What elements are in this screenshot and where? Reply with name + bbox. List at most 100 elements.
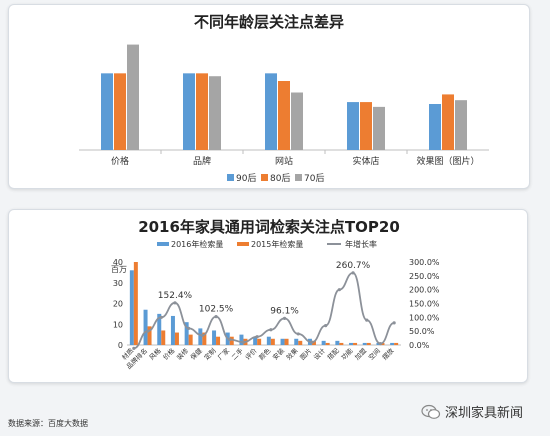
bar [129, 270, 134, 345]
growth-point [173, 301, 177, 305]
x-tick-label: 空间 [366, 346, 382, 362]
search-chart-card: 2016年家具通用词检索关注点TOP20 2016年检索量 2015年检索量 年增长率… [8, 209, 528, 383]
bar [349, 342, 354, 345]
bar [209, 76, 221, 150]
growth-point [214, 315, 218, 319]
x-tick-label: 品牌 [193, 155, 211, 167]
bar [455, 100, 467, 150]
wechat-icon [421, 404, 441, 419]
growth-point [351, 271, 355, 275]
bar [266, 336, 271, 345]
legend-label: 70后 [304, 173, 324, 184]
bar [202, 332, 207, 345]
growth-point [132, 346, 136, 350]
bar [339, 342, 344, 345]
legend-label: 90后 [236, 173, 256, 184]
bar [429, 104, 441, 150]
bar [347, 102, 359, 150]
bar [170, 315, 175, 345]
x-tick-label: 安装 [270, 346, 286, 362]
growth-point [337, 288, 341, 292]
growth-annotation: 96.1% [270, 306, 299, 316]
bar [394, 342, 399, 345]
bar [196, 73, 208, 150]
legend-label: 2015年检索量 [251, 239, 303, 249]
y-tick-label: 0 [118, 341, 123, 350]
y2-tick-label: 150.0% [409, 300, 440, 309]
x-tick-label: 搭配 [325, 346, 341, 362]
x-tick-label: 保健 [188, 346, 204, 362]
y2-tick-label: 50.0% [409, 327, 435, 336]
bar [298, 340, 303, 345]
bar [161, 330, 166, 345]
growth-point [269, 328, 273, 332]
bar [133, 262, 138, 345]
bar [284, 338, 289, 345]
x-tick-label: 加盟 [353, 346, 369, 362]
bar [265, 73, 277, 150]
bar [325, 342, 330, 345]
legend-swatch [157, 242, 169, 246]
growth-point [392, 321, 396, 325]
x-tick-label: 摆放 [380, 346, 396, 362]
x-tick-label: 颜色 [257, 346, 273, 362]
growth-annotation: 260.7% [336, 261, 371, 271]
x-tick-label: 效果 [284, 346, 300, 362]
bar [114, 73, 126, 150]
bar [442, 94, 454, 150]
x-tick-label: 网站 [275, 155, 293, 167]
x-tick-label: 价格 [161, 346, 177, 362]
bar [353, 342, 358, 345]
bar [360, 102, 372, 150]
growth-point [365, 318, 369, 322]
legend-label: 年增长率 [345, 239, 377, 249]
bar [373, 106, 385, 150]
bar [143, 309, 148, 345]
bar [183, 73, 195, 150]
growth-point [159, 315, 163, 319]
growth-point [241, 340, 246, 344]
growth-point [324, 324, 328, 328]
data-source-text: 数据来源：百度大数据 [8, 419, 88, 428]
y-tick-label: 40 [113, 258, 123, 267]
x-tick-label: 风格 [147, 346, 163, 362]
y2-tick-label: 250.0% [409, 272, 440, 281]
growth-point [200, 333, 204, 337]
growth-point [296, 332, 300, 336]
x-tick-label: 功能 [339, 346, 355, 362]
growth-point [187, 326, 191, 330]
legend-label: 80后 [270, 173, 290, 184]
y2-tick-label: 0.0% [409, 341, 430, 350]
legend-label: 2016年检索量 [171, 239, 223, 249]
x-tick-label: 效果图（图片） [416, 155, 479, 167]
bar [366, 342, 371, 345]
x-tick-label: 装修 [175, 346, 191, 362]
age-chart-card: 不同年龄层关注点差异 价格 品牌 网站 实体店 效果图（图片） 90后 80后 70后 [8, 4, 530, 189]
growth-point [282, 316, 287, 321]
y2-tick-label: 100.0% [409, 313, 440, 322]
growth-point [145, 329, 150, 333]
x-tick-label: 图片 [298, 346, 314, 362]
bar [127, 44, 139, 151]
bar [291, 92, 303, 150]
bar [216, 336, 221, 345]
growth-annotation: 152.4% [158, 291, 193, 301]
y-tick-label: 10 [113, 320, 123, 329]
bar [257, 338, 262, 345]
bar [376, 342, 381, 345]
x-tick-label: 二手 [229, 346, 245, 362]
y2-tick-label: 200.0% [409, 286, 440, 295]
y2-tick-label: 300.0% [409, 258, 440, 267]
x-tick-label: 厂家 [216, 346, 232, 362]
bar [198, 328, 203, 345]
x-tick-label: 定制 [202, 346, 218, 362]
bar [147, 326, 152, 345]
bar [270, 338, 275, 345]
bar [101, 73, 113, 150]
bar [321, 340, 326, 345]
brand-watermark: 深圳家具新闻 [421, 402, 523, 421]
chart-title: 2016年家具通用词检索关注点TOP20 [138, 218, 400, 236]
bar [188, 334, 193, 345]
x-tick-label: 评价 [244, 346, 259, 361]
